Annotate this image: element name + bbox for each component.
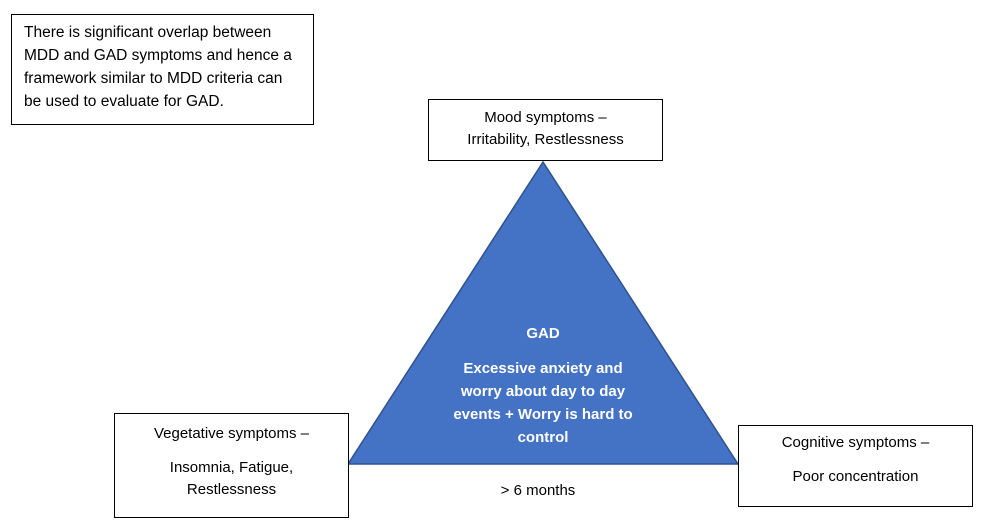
overlap-note-box: There is significant overlap between MDD… [11, 14, 314, 125]
gad-center-text: GAD Excessive anxiety and worry about da… [448, 322, 638, 449]
overlap-note-text: There is significant overlap between MDD… [24, 24, 292, 110]
mood-symptoms-title: Mood symptoms – [484, 109, 607, 126]
duration-label: > 6 months [500, 482, 576, 499]
cognitive-symptoms-items: Poor concentration [792, 468, 919, 485]
cognitive-symptoms-box: Cognitive symptoms – Poor concentration [738, 425, 973, 507]
vegetative-symptoms-items-line1: Insomnia, Fatigue, [169, 459, 294, 476]
mood-symptoms-items: Irritability, Restlessness [467, 131, 624, 148]
triangle-shape [346, 160, 740, 465]
mood-symptoms-box: Mood symptoms – Irritability, Restlessne… [428, 99, 663, 161]
vegetative-symptoms-title: Vegetative symptoms – [153, 425, 310, 442]
cognitive-symptoms-title: Cognitive symptoms – [781, 434, 930, 451]
vegetative-symptoms-box: Vegetative symptoms – Insomnia, Fatigue,… [114, 413, 349, 518]
gad-title: GAD [526, 325, 560, 342]
vegetative-symptoms-items-line2: Restlessness [186, 481, 277, 498]
gad-description: Excessive anxiety and worry about day to… [453, 360, 633, 446]
